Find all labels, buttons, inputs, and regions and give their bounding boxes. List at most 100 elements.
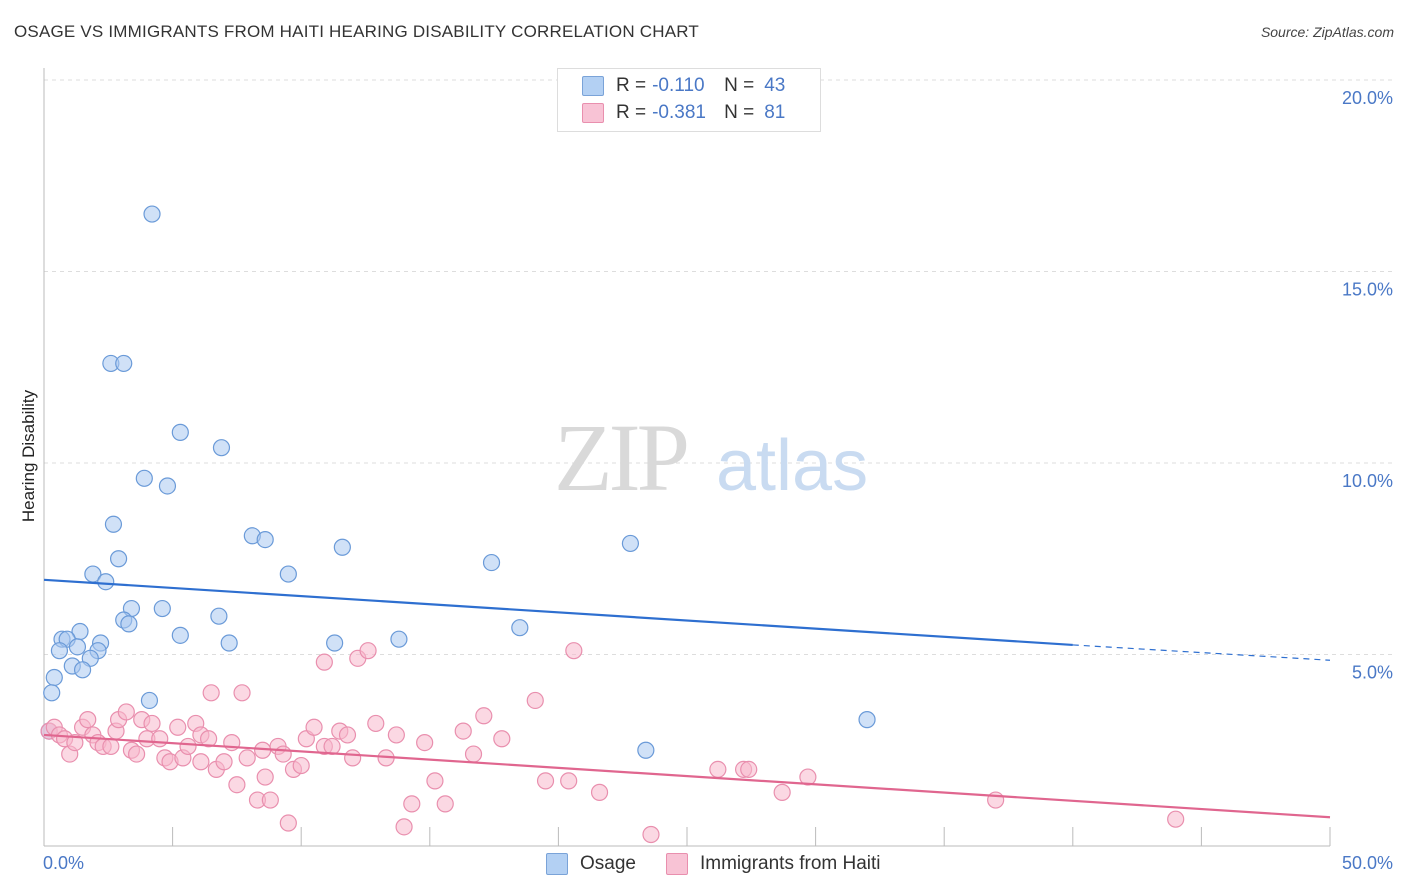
haiti-point: [200, 730, 218, 748]
osage-point: [68, 638, 87, 656]
osage-point: [153, 599, 171, 618]
osage-point: [333, 538, 351, 556]
osage-trend-line: [43, 578, 1073, 647]
haiti-point: [359, 642, 377, 660]
osage-legend-label: Osage: [580, 853, 636, 874]
osage-point: [104, 515, 123, 533]
osage-point: [637, 741, 655, 759]
haiti-point: [338, 726, 357, 744]
bottom-legend-osage: Osage: [546, 851, 636, 877]
osage-point: [858, 711, 876, 729]
osage-point: [73, 661, 92, 679]
haiti-point: [215, 753, 233, 771]
x-tick-label-1: 50.0%: [1342, 853, 1393, 873]
osage-trend-extension: [1072, 644, 1331, 661]
haiti-point: [799, 768, 817, 786]
osage-points: [40, 205, 876, 759]
osage-point: [171, 626, 189, 644]
haiti-point: [436, 795, 454, 813]
r-label: R =: [616, 102, 647, 123]
r-label: R =: [616, 75, 647, 96]
osage-point: [326, 634, 344, 652]
haiti-point: [475, 707, 493, 725]
y-axis-label: Hearing Disability: [19, 389, 38, 522]
haiti-point: [536, 772, 555, 790]
haiti-point: [102, 737, 120, 756]
osage-point: [115, 354, 133, 373]
watermark-atlas: atlas: [716, 426, 868, 506]
osage-point: [482, 553, 501, 572]
y-tick-label: 20.0%: [1342, 88, 1393, 108]
osage-point: [45, 668, 63, 687]
haiti-point: [642, 825, 660, 844]
haiti-point: [117, 703, 135, 721]
haiti-point: [709, 760, 727, 779]
n-label: N =: [724, 102, 755, 123]
haiti-point: [426, 772, 444, 790]
haiti-point: [565, 642, 583, 660]
haiti-point: [192, 753, 210, 771]
osage-point: [279, 565, 297, 583]
haiti-point: [344, 749, 362, 767]
haiti-point: [315, 653, 333, 671]
haiti-point: [79, 711, 97, 729]
n-label: N =: [724, 75, 755, 96]
haiti-point: [416, 733, 434, 752]
osage-point: [220, 634, 238, 652]
watermark: ZIP atlas: [554, 404, 868, 511]
haiti-point: [454, 722, 472, 740]
y-tick-label: 10.0%: [1342, 471, 1393, 491]
haiti-point: [127, 745, 146, 763]
haiti-n-value: 81: [764, 102, 786, 123]
haiti-point: [740, 760, 758, 779]
correlation-legend: R = -0.110 N = 43 R = -0.381 N = 81: [557, 68, 821, 132]
gridlines: 5.0% 10.0% 15.0% 20.0%: [44, 79, 1394, 683]
osage-point: [210, 607, 228, 625]
haiti-trend-line: [43, 733, 1331, 819]
haiti-point: [292, 756, 310, 775]
haiti-point: [367, 714, 385, 733]
legend-row-haiti: R = -0.381 N = 81: [582, 101, 786, 125]
osage-point: [50, 642, 69, 660]
watermark-zip: ZIP: [554, 404, 687, 511]
osage-point: [621, 534, 640, 553]
source-label: Source: ZipAtlas.com: [1260, 24, 1394, 40]
haiti-point: [66, 733, 84, 752]
y-tick-label: 5.0%: [1352, 663, 1393, 683]
osage-point: [511, 619, 529, 637]
haiti-point: [590, 783, 609, 801]
legend-row-osage: R = -0.110 N = 43: [582, 74, 785, 98]
haiti-r-value: -0.381: [652, 102, 706, 123]
haiti-point: [279, 814, 297, 832]
haiti-point: [179, 737, 197, 756]
osage-legend-swatch: [546, 853, 568, 875]
osage-swatch: [582, 76, 604, 96]
haiti-point: [773, 783, 791, 801]
osage-point: [43, 684, 61, 702]
haiti-point: [228, 776, 246, 794]
osage-r-value: -0.110: [652, 75, 705, 96]
haiti-point: [169, 718, 187, 736]
axis-labels: Hearing Disability 0.0% 50.0%: [19, 389, 1393, 873]
osage-point: [97, 573, 115, 591]
haiti-point: [387, 726, 405, 744]
haiti-points: [40, 642, 1185, 844]
osage-point: [158, 477, 177, 495]
osage-point: [109, 550, 128, 568]
chart-title: OSAGE VS IMMIGRANTS FROM HAITI HEARING D…: [14, 22, 699, 41]
haiti-swatch: [582, 103, 604, 123]
haiti-point: [305, 718, 323, 736]
haiti-point: [403, 795, 421, 813]
haiti-point: [1167, 810, 1185, 828]
haiti-point: [526, 691, 544, 710]
haiti-point: [202, 684, 220, 702]
haiti-point: [261, 791, 279, 809]
axes: [43, 68, 1331, 847]
y-tick-label: 15.0%: [1342, 280, 1393, 300]
haiti-point: [493, 730, 511, 748]
trend-lines: [43, 578, 1331, 819]
haiti-point: [395, 818, 413, 836]
haiti-legend-label: Immigrants from Haiti: [700, 853, 881, 874]
osage-point: [143, 205, 161, 223]
haiti-point: [151, 730, 169, 748]
